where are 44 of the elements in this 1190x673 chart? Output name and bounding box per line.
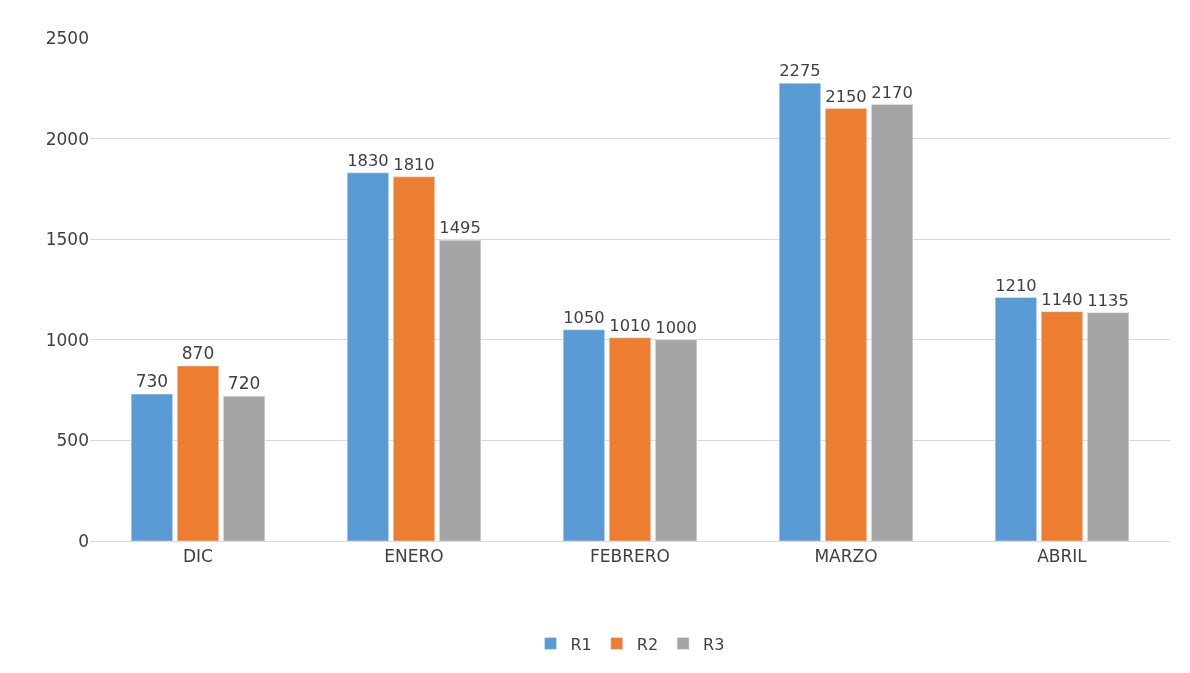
- bar: [778, 83, 821, 541]
- bar: [439, 239, 482, 541]
- bar: [871, 104, 914, 541]
- data-label: 1830: [347, 150, 389, 170]
- data-label: 1140: [1041, 289, 1083, 309]
- bar: [1087, 312, 1130, 541]
- data-label: 1810: [393, 155, 435, 174]
- data-label: 2170: [871, 82, 913, 102]
- x-tick-label: ENERO: [384, 546, 444, 567]
- bar: [177, 365, 219, 541]
- y-tick-label: 2500: [45, 27, 89, 48]
- data-label: 2275: [779, 61, 821, 81]
- data-label: 1050: [563, 307, 605, 327]
- bar: [655, 339, 698, 541]
- legend-label: R3: [703, 634, 725, 654]
- bar: [994, 297, 1037, 541]
- bar: [609, 337, 651, 541]
- legend-label: R1: [570, 634, 592, 654]
- x-tick-label: FEBRERO: [590, 546, 670, 567]
- data-label: 720: [227, 373, 261, 394]
- bar: [130, 393, 173, 541]
- data-label: 1000: [655, 317, 697, 337]
- y-tick-label: 0: [78, 530, 89, 551]
- data-label: 1010: [609, 315, 651, 335]
- bar: [562, 329, 605, 541]
- y-tick-label: 2000: [45, 128, 89, 149]
- bar: [346, 172, 389, 541]
- x-tick-label: DIC: [183, 546, 213, 567]
- bar: [1041, 311, 1083, 541]
- data-label: 2150: [825, 86, 867, 106]
- y-tick-label: 500: [56, 430, 89, 451]
- bar: [825, 108, 867, 541]
- data-label: 1210: [995, 275, 1037, 295]
- data-label: 870: [181, 342, 215, 363]
- data-label: 1135: [1087, 290, 1129, 310]
- y-tick-label: 1500: [45, 229, 89, 250]
- x-tick-label: MARZO: [814, 546, 878, 567]
- bar: [393, 176, 435, 541]
- y-tick-label: 1000: [45, 329, 89, 350]
- legend-label: R2: [636, 634, 659, 654]
- data-label: 1495: [439, 218, 481, 238]
- x-tick-label: ABRIL: [1037, 546, 1088, 567]
- data-label: 730: [135, 371, 169, 392]
- bar: [223, 395, 266, 541]
